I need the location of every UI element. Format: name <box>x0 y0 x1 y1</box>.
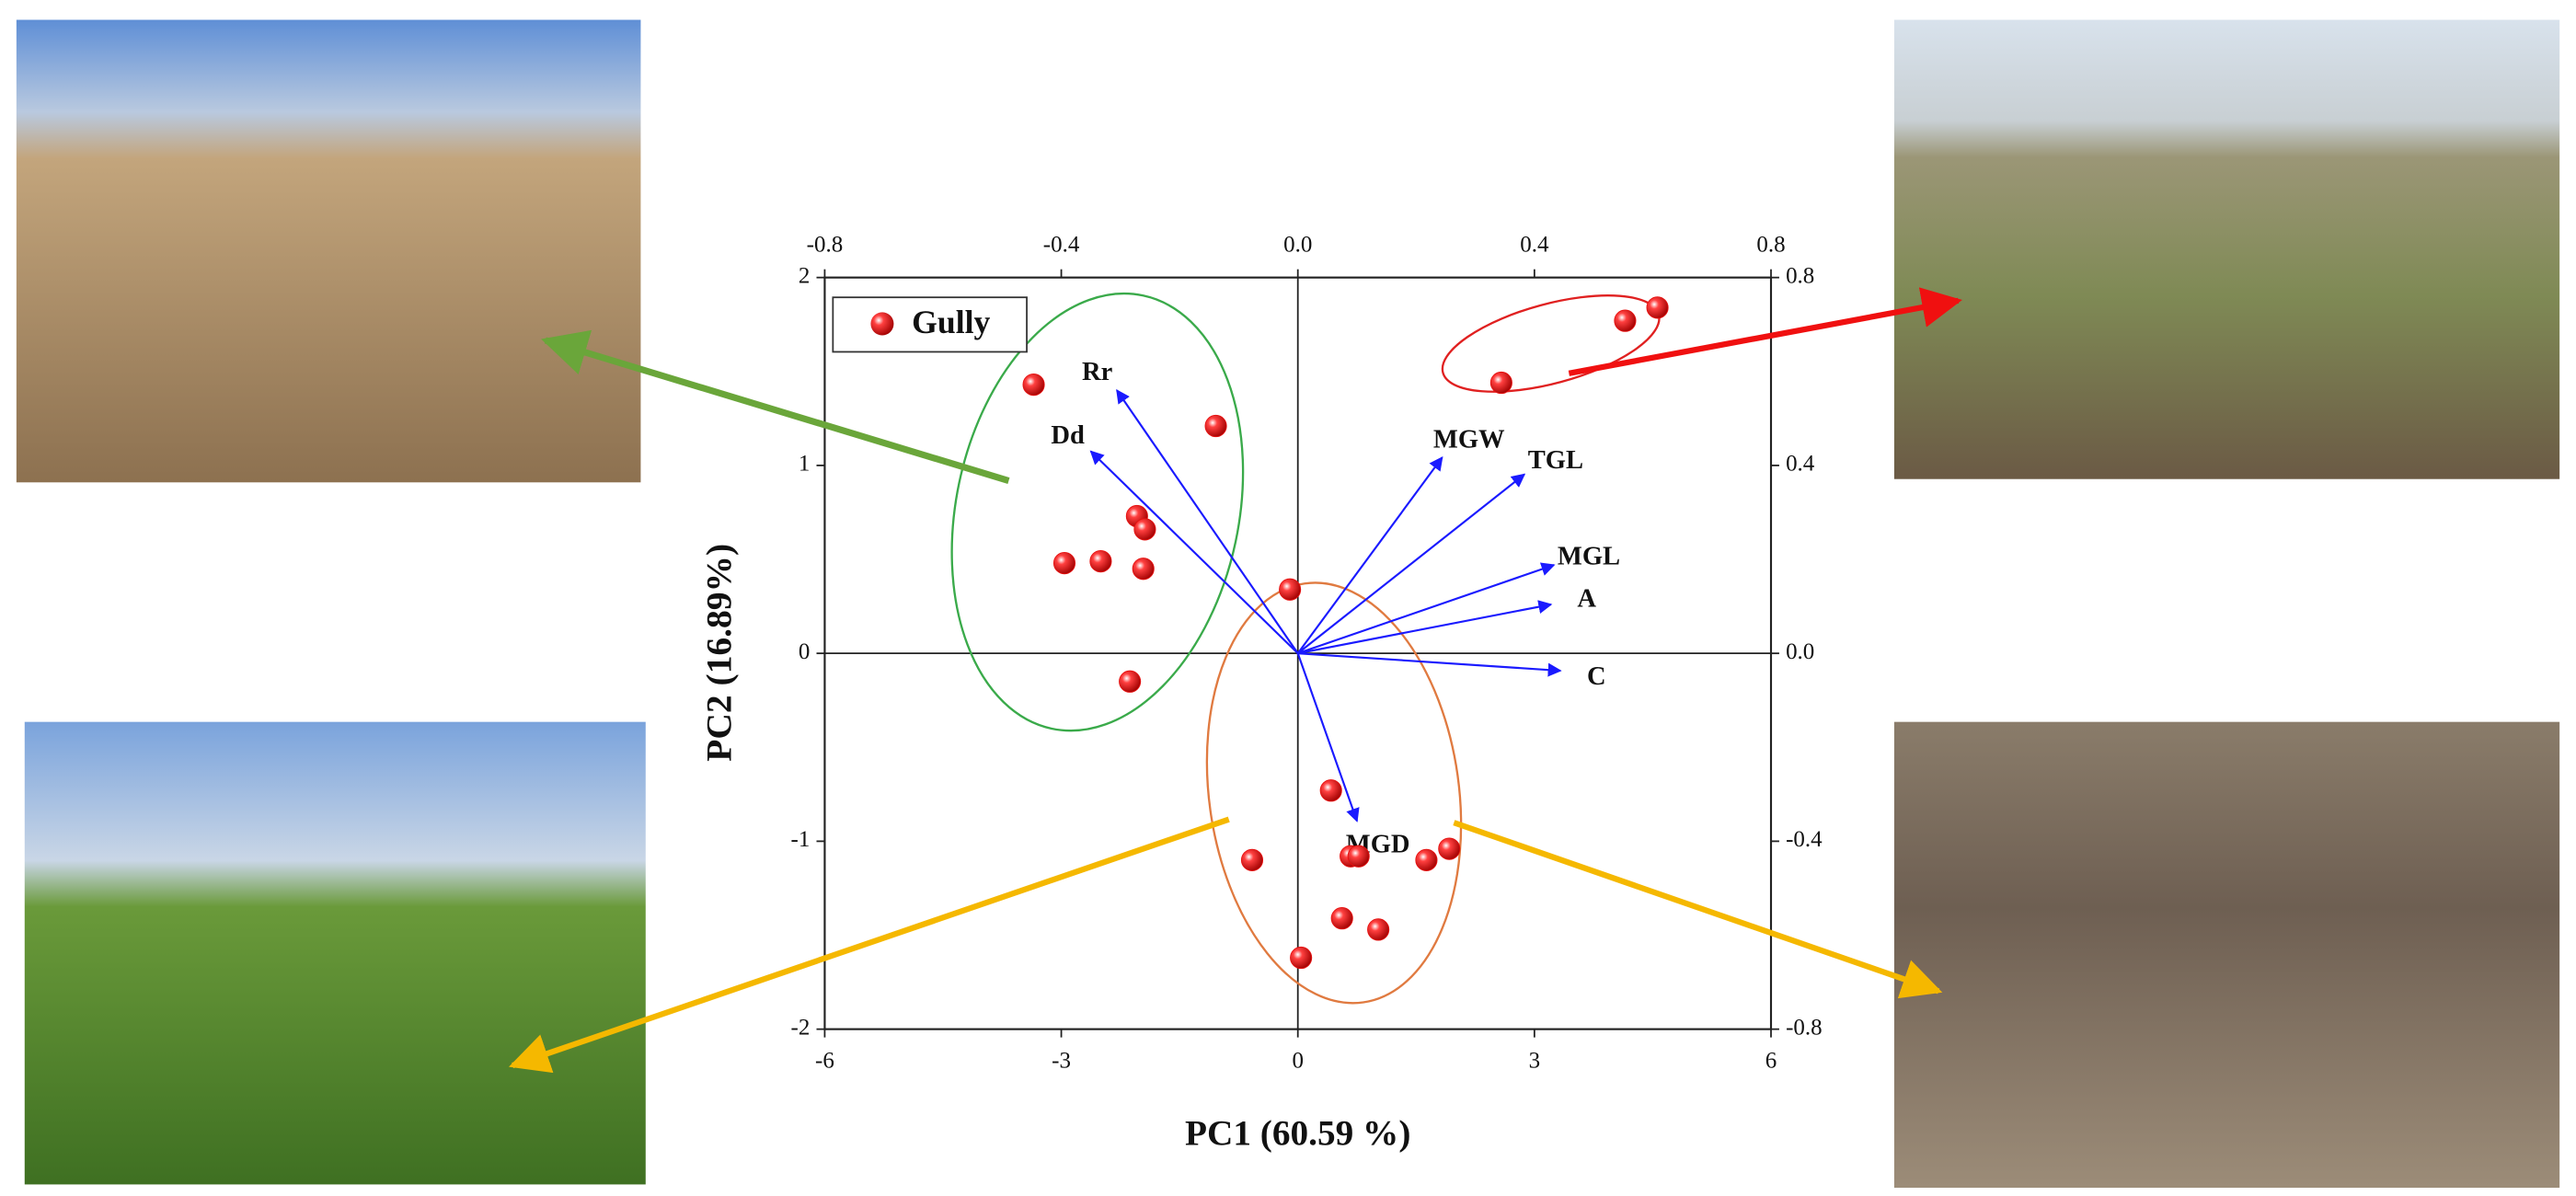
legend-box <box>832 296 1028 353</box>
x-tick-label: 6 <box>1765 1048 1777 1073</box>
y-tick-label: 2 <box>799 263 810 288</box>
loading-label: MGL <box>1558 542 1620 571</box>
legend-marker <box>870 312 894 336</box>
y-axis-label: PC2 (16.89%) <box>699 544 740 762</box>
point <box>1119 670 1142 693</box>
group-ellipse <box>950 292 1245 732</box>
photo <box>1893 721 2560 1189</box>
point <box>1347 845 1370 868</box>
loading-label: MGW <box>1433 424 1505 454</box>
y-tick-label: 1 <box>799 452 810 477</box>
loading-vector <box>1297 562 1556 655</box>
link-arrow <box>1453 820 1943 999</box>
point <box>1022 373 1045 397</box>
group-ellipse <box>1205 581 1463 1005</box>
y2-tick-label: 0.8 <box>1786 263 1814 288</box>
group-ellipse <box>1441 294 1661 393</box>
loading-label: TGL <box>1528 445 1583 475</box>
x-tick-label: 0 <box>1292 1048 1303 1073</box>
link-arrow <box>541 329 1010 484</box>
x2-tick-label: -0.4 <box>1043 232 1080 257</box>
point <box>1330 907 1353 930</box>
x-axis-label: PC1 (60.59 %) <box>1185 1112 1410 1153</box>
x-tick-label: -3 <box>1052 1048 1071 1073</box>
photo <box>24 721 646 1185</box>
x2-tick-label: -0.8 <box>807 232 844 257</box>
point <box>1367 918 1390 941</box>
photo <box>16 19 641 483</box>
point <box>1052 551 1076 575</box>
link-arrow <box>1568 287 1962 376</box>
y2-tick-label: 0.4 <box>1786 452 1815 477</box>
x2-tick-label: 0.0 <box>1283 232 1312 257</box>
loading-vector <box>1297 600 1553 655</box>
loading-vector <box>1297 652 1562 677</box>
loading-label: Dd <box>1051 420 1085 450</box>
x-tick-label: 3 <box>1529 1048 1540 1073</box>
y-tick-label: -2 <box>791 1015 811 1040</box>
loading-label: C <box>1587 661 1606 691</box>
point <box>1438 837 1461 860</box>
point <box>1133 518 1156 541</box>
point <box>1415 848 1438 871</box>
loading-label: Rr <box>1082 357 1113 386</box>
point <box>1290 946 1313 970</box>
point <box>1319 779 1342 802</box>
point <box>1646 296 1669 319</box>
x2-tick-label: 0.4 <box>1520 232 1549 257</box>
loading-label: A <box>1577 584 1596 614</box>
x2-tick-label: 0.8 <box>1756 232 1785 257</box>
loading-vector <box>1296 652 1360 822</box>
point <box>1489 371 1512 395</box>
point <box>1279 578 1302 601</box>
x-tick-label: -6 <box>815 1048 834 1073</box>
loading-vector <box>1089 450 1299 654</box>
point <box>1614 309 1637 332</box>
loading-vector <box>1297 473 1526 654</box>
y2-tick-label: -0.8 <box>1786 1015 1823 1040</box>
y-tick-label: -1 <box>791 827 811 852</box>
y2-tick-label: 0.0 <box>1786 639 1814 664</box>
y2-tick-label: -0.4 <box>1786 827 1823 852</box>
legend-label: Gully <box>912 304 990 340</box>
point <box>1089 549 1112 573</box>
link-arrow <box>509 816 1230 1074</box>
point <box>1240 848 1264 871</box>
loading-vector <box>1116 388 1299 654</box>
photo <box>1893 19 2560 479</box>
y-tick-label: 0 <box>799 639 810 664</box>
point <box>1204 414 1227 438</box>
loading-vector <box>1296 456 1443 654</box>
point <box>1132 558 1155 581</box>
